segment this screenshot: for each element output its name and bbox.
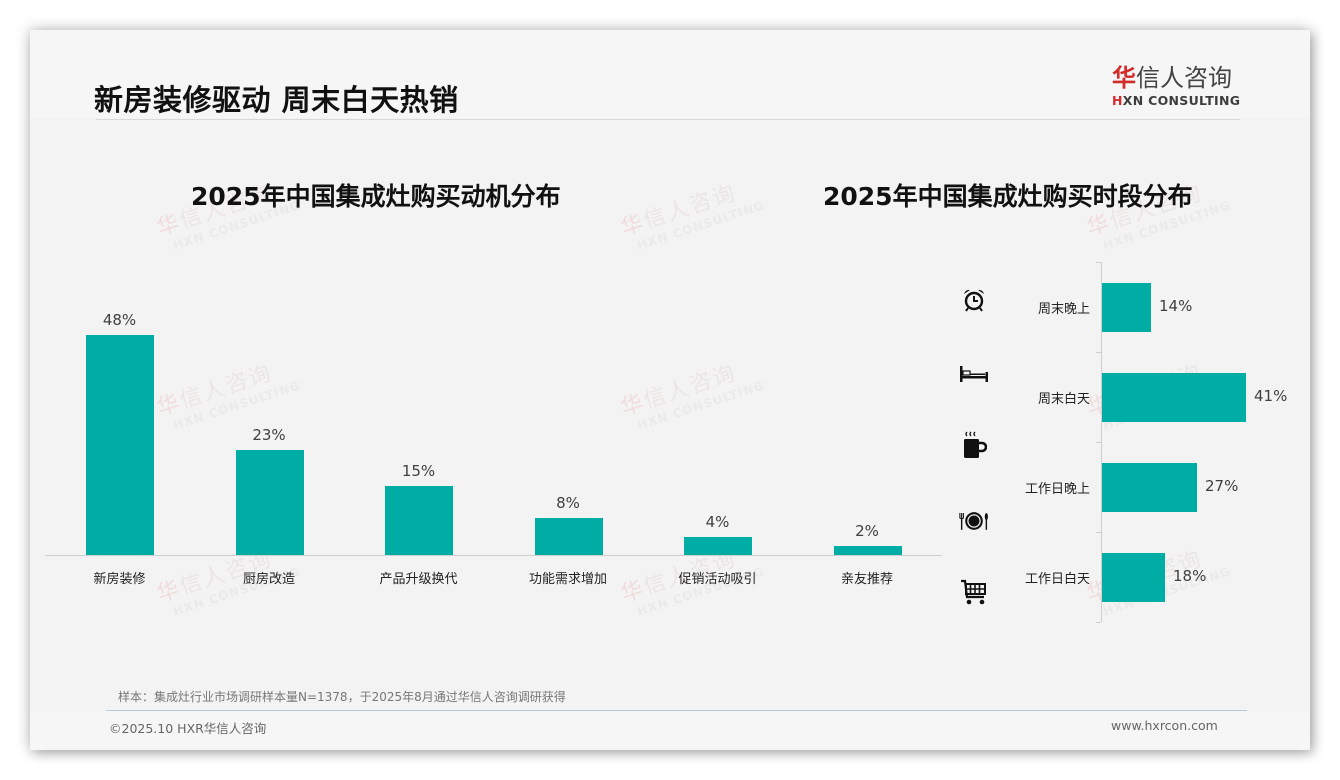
bar-value-label: 41%	[1254, 387, 1288, 405]
category-label: 功能需求增加	[528, 572, 607, 587]
header-divider	[96, 119, 1240, 120]
bar-value-label: 8%	[556, 494, 580, 512]
category-label: 工作日晚上	[1024, 482, 1090, 497]
bar-group: 48% 新房装修	[45, 310, 194, 600]
timeslot-bar-chart: 周末晚上 14% 周末白天 41% 工作日晚上 27% 工作日白天 18%	[950, 262, 1300, 628]
shopping-cart-icon	[959, 577, 989, 607]
timeslot-chart-title: 2025年中国集成灶购买时段分布	[823, 182, 1193, 211]
bar-value-label: 23%	[252, 426, 286, 444]
bar-row: 工作日白天 18%	[950, 532, 1300, 622]
company-logo: 华信人咨询 HXN CONSULTING	[1112, 64, 1242, 108]
bar	[534, 518, 603, 555]
logo-accent-char: 华	[1112, 64, 1136, 92]
axis-tick	[1096, 442, 1101, 443]
category-label: 产品升级换代	[379, 572, 458, 587]
bed-icon	[959, 358, 989, 388]
category-label: 工作日白天	[1024, 572, 1090, 587]
y-axis-line	[1101, 262, 1102, 622]
category-label: 新房装修	[93, 572, 146, 587]
bar	[1102, 463, 1197, 512]
bar	[1102, 553, 1165, 602]
axis-tick	[1096, 352, 1101, 353]
plate-cutlery-icon	[959, 506, 989, 536]
bar-value-label: 14%	[1159, 297, 1193, 315]
bar	[385, 486, 453, 555]
axis-tick	[1096, 262, 1101, 263]
bar-row: 周末晚上 14%	[950, 262, 1300, 352]
website-link[interactable]: www.hxrcon.com	[1111, 718, 1218, 733]
logo-english: HXN CONSULTING	[1112, 93, 1242, 108]
bar-group: 15% 产品升级换代	[344, 310, 493, 600]
copyright-text: ©2025.10 HXR华信人咨询	[109, 721, 267, 736]
logo-chinese: 华信人咨询	[1112, 64, 1242, 92]
category-label: 厨房改造	[242, 572, 295, 587]
coffee-mug-icon	[959, 430, 989, 460]
category-label: 周末白天	[1037, 392, 1090, 407]
slide: 新房装修驱动 周末白天热销 华信人咨询 HXN CONSULTING 华信人咨询…	[30, 30, 1310, 750]
logo-chinese-rest: 信人咨询	[1136, 64, 1232, 92]
header-band	[30, 30, 1310, 118]
bar	[235, 450, 304, 555]
bar-group: 23% 厨房改造	[195, 310, 344, 600]
bar-value-label: 2%	[855, 522, 879, 540]
sample-note: 样本：集成灶行业市场调研样本量N=1378，于2025年8月通过华信人咨询调研获…	[118, 690, 566, 704]
bar-row: 周末白天 41%	[950, 352, 1300, 442]
x-axis-line	[45, 555, 942, 556]
logo-en-accent: H	[1112, 93, 1123, 108]
bar-value-label: 18%	[1173, 567, 1207, 585]
bar	[833, 546, 902, 555]
logo-en-rest: XN CONSULTING	[1122, 93, 1241, 108]
bar-value-label: 27%	[1205, 477, 1239, 495]
bar-value-label: 15%	[401, 462, 436, 480]
bar	[1102, 283, 1151, 332]
alarm-clock-icon	[959, 285, 989, 315]
axis-tick	[1096, 532, 1101, 533]
bar-group: 4% 促销活动吸引	[643, 310, 792, 600]
category-label: 亲友推荐	[840, 572, 893, 587]
category-label: 促销活动吸引	[678, 572, 757, 587]
bar-value-label: 48%	[102, 311, 137, 329]
footer-band	[30, 711, 1310, 750]
bar	[86, 335, 154, 555]
bar	[684, 537, 752, 555]
bar-group: 2% 亲友推荐	[793, 310, 942, 600]
bar	[1102, 373, 1246, 422]
motivation-bar-chart: 48% 新房装修 23% 厨房改造 15% 产品升级换代 8% 功能需求增加 4% 促销活动吸引 2…	[45, 310, 942, 600]
bar-row: 工作日晚上 27%	[950, 442, 1300, 532]
page-title: 新房装修驱动 周末白天热销	[94, 83, 459, 117]
bar-value-label: 4%	[705, 513, 730, 531]
bar-group: 8% 功能需求增加	[494, 310, 643, 600]
motivation-chart-title: 2025年中国集成灶购买动机分布	[191, 182, 561, 211]
axis-tick	[1096, 622, 1101, 623]
footer-divider	[106, 710, 1247, 711]
category-label: 周末晚上	[1037, 302, 1090, 317]
